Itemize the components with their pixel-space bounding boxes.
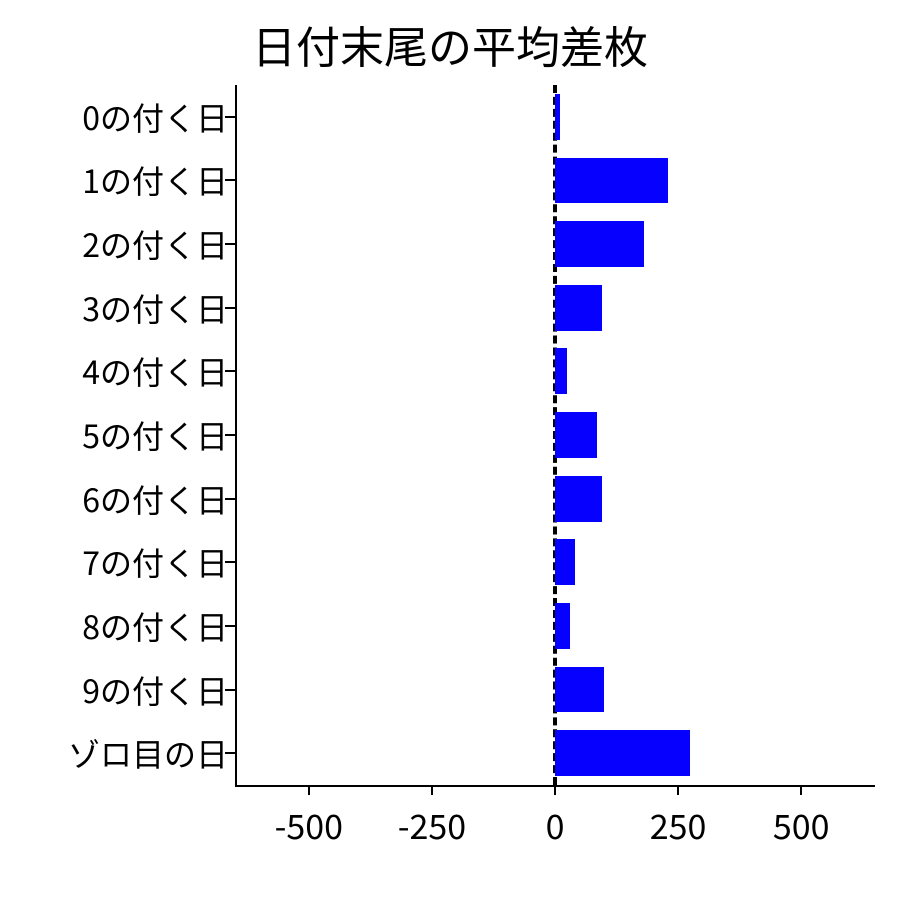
bar xyxy=(555,412,597,458)
y-tick-label: 8の付く日 xyxy=(82,603,228,649)
chart-container: 日付末尾の平均差枚 0の付く日 1の付く日 2の付く日 3の付く日 4の付く日 5の付く日… xyxy=(0,0,900,900)
x-tick-mark xyxy=(677,785,679,795)
bar xyxy=(555,285,602,331)
x-tick-mark xyxy=(800,785,802,795)
x-tick-label: -250 xyxy=(398,800,466,849)
y-tick-label: ゾロ目の日 xyxy=(68,730,228,776)
y-tick-label: 7の付く日 xyxy=(82,539,228,585)
bar xyxy=(555,348,567,394)
x-tick-mark xyxy=(431,785,433,795)
x-tick-mark xyxy=(554,785,556,795)
y-tick-mark xyxy=(225,561,235,563)
y-tick-label: 5の付く日 xyxy=(82,412,228,458)
y-tick-label: 9の付く日 xyxy=(82,667,228,713)
bar xyxy=(555,94,560,140)
y-tick-label: 6の付く日 xyxy=(82,476,228,522)
y-tick-mark xyxy=(225,370,235,372)
y-tick-mark xyxy=(225,116,235,118)
x-tick-label: 250 xyxy=(650,800,707,849)
x-tick-label: 0 xyxy=(546,800,565,849)
y-tick-label: 0の付く日 xyxy=(82,94,228,140)
bar xyxy=(555,221,644,267)
x-tick-label: 500 xyxy=(773,800,830,849)
y-tick-label: 4の付く日 xyxy=(82,348,228,394)
y-tick-mark xyxy=(225,625,235,627)
y-tick-mark xyxy=(225,434,235,436)
y-tick-mark xyxy=(225,179,235,181)
bar xyxy=(555,730,690,776)
y-tick-mark xyxy=(225,498,235,500)
y-tick-mark xyxy=(225,307,235,309)
x-tick-mark xyxy=(308,785,310,795)
plot-area xyxy=(235,85,875,785)
chart-title: 日付末尾の平均差枚 xyxy=(0,12,900,76)
bar xyxy=(555,603,570,649)
y-tick-label: 2の付く日 xyxy=(82,221,228,267)
y-tick-mark xyxy=(225,689,235,691)
bar xyxy=(555,476,602,522)
y-tick-mark xyxy=(225,752,235,754)
bar xyxy=(555,539,575,585)
x-tick-label: -500 xyxy=(275,800,343,849)
bar xyxy=(555,158,668,204)
y-tick-mark xyxy=(225,243,235,245)
y-tick-label: 3の付く日 xyxy=(82,285,228,331)
bar xyxy=(555,667,604,713)
y-tick-label: 1の付く日 xyxy=(82,157,228,203)
